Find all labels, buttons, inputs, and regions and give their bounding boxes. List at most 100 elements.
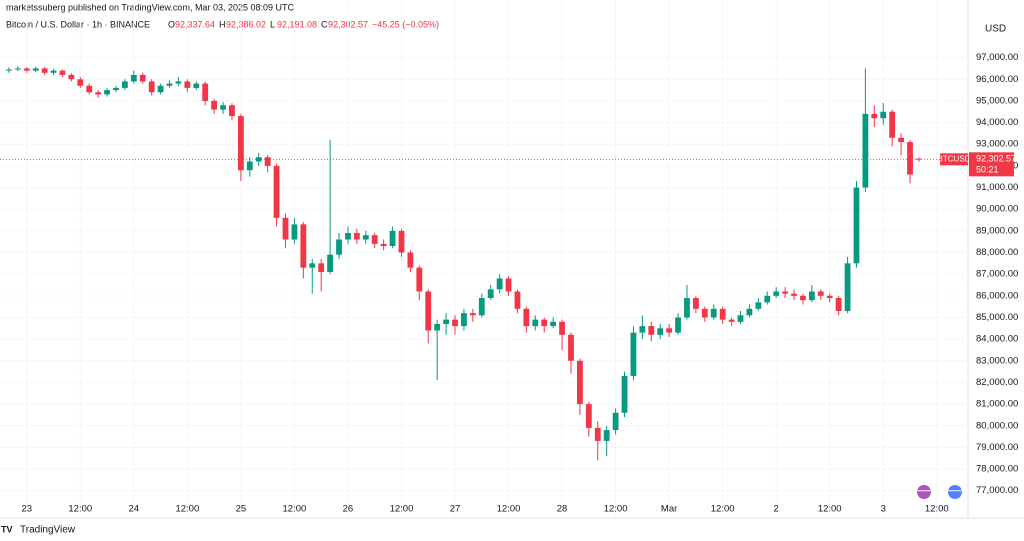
candle-body: [300, 224, 307, 268]
candle-body: [443, 319, 449, 324]
candle-body: [309, 263, 316, 268]
candle-body: [684, 297, 690, 318]
candle-body: [469, 313, 476, 316]
candle-body: [398, 230, 405, 253]
candle-body: [434, 323, 441, 331]
price-tag: [969, 152, 1014, 177]
candle-body: [184, 81, 191, 88]
y-tick-label: 93,000.00: [976, 139, 1018, 150]
attribution: marketssuberg published on TradingView.c…: [6, 2, 294, 12]
candle-body: [657, 328, 664, 335]
ohlc-letter: H: [219, 19, 226, 29]
y-tick-label: 96,000.00: [976, 74, 1018, 85]
candle-body: [826, 295, 833, 298]
y-tick-label: 78,000.00: [976, 464, 1018, 475]
candle-body: [157, 85, 164, 93]
candle-body: [907, 142, 913, 175]
y-tick-label: 91,000.00: [976, 182, 1018, 193]
x-tick-label: 12:00: [604, 504, 628, 515]
countdown: 50:21: [976, 165, 999, 175]
candle-body: [880, 111, 887, 119]
candle-body: [889, 111, 896, 138]
candle-body: [648, 326, 655, 335]
candle-body: [523, 308, 530, 327]
candle-body: [246, 161, 253, 171]
price-tag-value: 92,302.57: [976, 154, 1016, 164]
brand: TradingView: [20, 525, 76, 536]
candle-body: [282, 217, 289, 240]
x-tick-label: 12:00: [818, 504, 842, 515]
candle-body: [32, 68, 39, 71]
candle-body: [630, 332, 637, 376]
candle-body: [229, 105, 235, 117]
candle-body: [532, 319, 539, 327]
candle-body: [835, 297, 842, 311]
ohlc-value: 92,337.64: [175, 19, 215, 29]
y-tick-label: 86,000.00: [976, 290, 1018, 301]
y-tick-label: 97,000.00: [976, 52, 1018, 63]
candle-body: [95, 92, 102, 95]
y-tick-label: 79,000.00: [976, 442, 1018, 453]
candle-body: [6, 69, 12, 71]
candle-body: [50, 70, 57, 73]
ohlc-letter: C: [321, 19, 328, 29]
x-tick-label: 24: [129, 504, 140, 515]
candle-body: [585, 404, 592, 428]
symbol: Bitcoin / U.S. Dollar · 1h · BINANCE: [6, 19, 150, 29]
candle-body: [577, 360, 583, 405]
y-tick-label: 85,000.00: [976, 312, 1018, 323]
ticker: BTCUSD: [938, 154, 971, 163]
ohlc-letter: L: [270, 19, 275, 29]
candle-body: [844, 263, 851, 311]
candle-body: [452, 319, 458, 327]
candle-body: [764, 295, 771, 303]
candle-body: [86, 85, 93, 93]
candle-body: [113, 87, 119, 91]
candle-body: [692, 297, 699, 309]
candle-body: [603, 430, 610, 441]
candle-body: [782, 291, 789, 294]
candle-body: [14, 68, 21, 70]
ohlc-value: 92,191.08: [277, 19, 317, 29]
candle-body: [291, 224, 298, 240]
candle-body: [621, 375, 628, 413]
candle-body: [639, 326, 646, 333]
icon[interactable]: [948, 485, 962, 499]
y-tick-label: 81,000.00: [976, 399, 1018, 410]
candle-body: [666, 328, 673, 333]
candle-body: [550, 321, 557, 327]
x-tick-label: 12:00: [68, 504, 92, 515]
x-tick-label: Mar: [661, 504, 677, 515]
candle-body: [514, 291, 521, 309]
candle-body: [389, 230, 396, 247]
candle-body: [773, 291, 780, 296]
y-tick-label: 82,000.00: [976, 377, 1018, 388]
candle-body: [505, 278, 512, 292]
candle-body: [362, 235, 369, 240]
candle-body: [122, 81, 128, 88]
icon[interactable]: [917, 485, 931, 499]
y-tick-label: 83,000.00: [976, 355, 1018, 366]
x-tick-label: 12:00: [175, 504, 199, 515]
candle-body: [594, 427, 601, 441]
candle-body: [568, 334, 574, 361]
candle-body: [41, 68, 48, 73]
candle-body: [104, 90, 110, 95]
candle-body: [487, 289, 494, 298]
x-tick-label: 12:00: [390, 504, 414, 515]
candle-body: [130, 74, 137, 82]
y-tick-label: 77,000.00: [976, 485, 1018, 496]
ohlc-letter: O: [168, 19, 175, 29]
candle-body: [327, 254, 334, 272]
y-tick-label: 90,000.00: [976, 204, 1018, 215]
ohlc-value: 92,386.02: [226, 19, 266, 29]
candle-body: [23, 68, 30, 71]
candle-body: [675, 317, 681, 333]
candle-body: [353, 233, 360, 240]
candle-body: [862, 113, 869, 188]
candle-body: [425, 291, 432, 331]
y-tick-label: 88,000.00: [976, 247, 1018, 258]
candle-body: [416, 267, 423, 292]
candle-body: [68, 74, 75, 80]
y-tick-label: 87,000.00: [976, 269, 1018, 280]
